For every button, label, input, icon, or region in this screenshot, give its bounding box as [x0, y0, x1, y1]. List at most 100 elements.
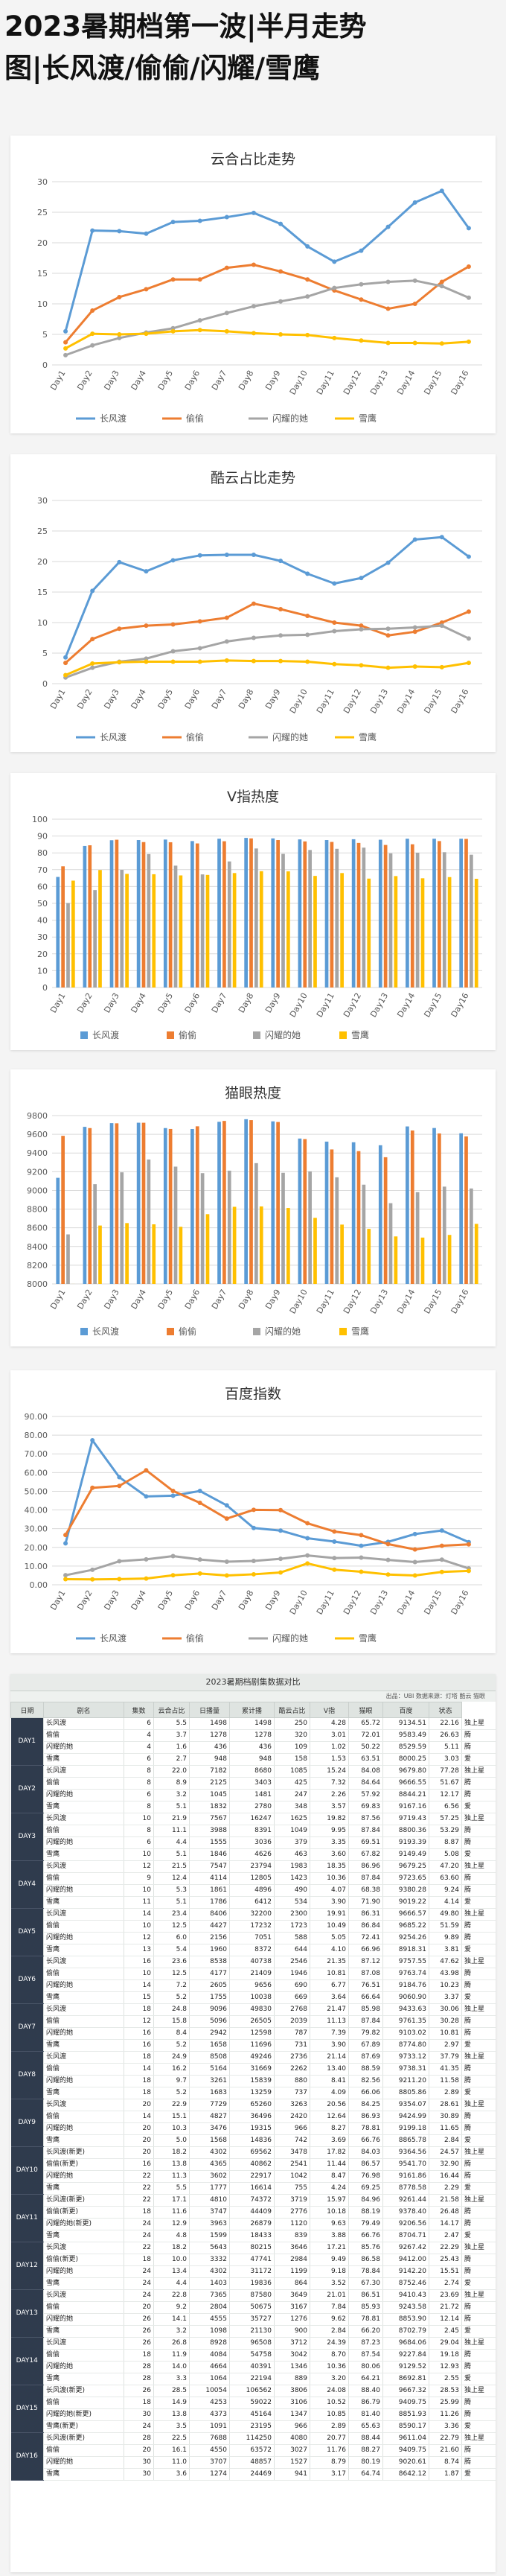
table-cell: 35727 [229, 2313, 275, 2326]
table-cell: 23.4 [153, 1908, 190, 1921]
table-cell: 9412.00 [382, 2254, 429, 2266]
table-cell: 爱 [461, 2277, 496, 2290]
table-cell: 4.24 [310, 2182, 349, 2195]
bar-长风渡 [217, 839, 221, 988]
data-point-闪耀的她 [197, 646, 202, 651]
y-tick-label: 100 [32, 815, 48, 824]
table-cell: 1278 [189, 1729, 230, 1742]
table-cell: 379 [274, 1836, 310, 1849]
table-cell: 3.3 [153, 2373, 190, 2385]
table-cell: 18 [124, 2349, 154, 2362]
table-cell: 6 [124, 1836, 154, 1849]
table-cell: 7051 [229, 1932, 275, 1944]
table-row: 雪鹰(新更) 24 3.5 1091 23195 966 2.89 65.63 8590.17 3… [11, 2420, 496, 2433]
y-tick-label: 9600 [27, 1130, 48, 1139]
table-cell: 4084 [189, 2349, 230, 2362]
data-point-长风渡 [170, 220, 176, 225]
data-point-闪耀的她 [251, 304, 256, 309]
table-cell: 3.88 [310, 2230, 349, 2242]
table-cell: 8.9 [153, 1777, 190, 1790]
table-cell: 13.40 [310, 2063, 349, 2076]
table-cell: 3478 [274, 2146, 310, 2159]
bar-偷偷 [168, 1128, 173, 1284]
data-point-闪耀的她 [224, 639, 229, 644]
table-cell: 11.65 [429, 2122, 462, 2135]
table-cell: 64.21 [348, 2373, 383, 2385]
table-cell: 8 [124, 1777, 154, 1790]
table-cell: 19836 [229, 2277, 275, 2290]
table-cell: 3.36 [429, 2420, 462, 2433]
bar-长风渡 [351, 1142, 356, 1284]
table-row: 闪耀的她 6 4.4 1555 3036 379 3.35 69.51 9193.39 8.87 腾 [11, 1836, 496, 1849]
table-cell: 偷偷 [43, 1920, 124, 1933]
table-cell: 雪鹰 [43, 2230, 124, 2242]
table-cell: 51.59 [429, 1920, 462, 1933]
table-cell: 8 [124, 1801, 154, 1813]
x-tick-label: Day11 [315, 1588, 336, 1616]
table-cell: 348 [274, 1801, 310, 1813]
table-cell: 9020.61 [382, 2456, 429, 2469]
bar-偷偷 [356, 1151, 361, 1284]
table-cell: 86.57 [348, 2158, 383, 2171]
table-cell: 2605 [189, 1979, 230, 1992]
table-cell: 1.02 [310, 1741, 349, 1754]
table-cell: 长风渡 [43, 1765, 124, 1778]
table-body: DAY1 长风渡 6 5.5 1498 1498 250 4.28 65.72 9134.51 22… [10, 1717, 496, 2481]
data-point-偷偷 [385, 633, 391, 638]
table-cell: 26 [124, 2325, 154, 2338]
table-cell: 54758 [229, 2349, 275, 2362]
table-cell: 8752.46 [382, 2277, 429, 2290]
chart-title: 猫眼热度 [225, 1085, 281, 1101]
table-cell: 9.89 [429, 1932, 462, 1944]
table-row: 雪鹰 24 4.8 1599 18433 839 3.88 66.76 8704.71 2.47 爱 [11, 2230, 496, 2242]
table-cell: 闪耀的她 [43, 2361, 124, 2373]
y-tick-label: 0 [42, 360, 48, 370]
table-cell: 腾 [461, 1729, 496, 1742]
table-cell: 14 [124, 2063, 154, 2076]
table-cell: 3747 [189, 2206, 230, 2219]
table-cell: 3.2 [153, 1789, 190, 1801]
table-cell: 1085 [274, 1765, 310, 1778]
table-cell: 8508 [189, 2051, 230, 2064]
data-point-长风渡 [359, 248, 364, 253]
table-cell: 21409 [229, 1968, 275, 1980]
table-cell: 11 [124, 1896, 154, 1909]
table-cell: 9685.22 [382, 1920, 429, 1933]
table-cell: 1098 [189, 2325, 230, 2338]
table-cell: 28 [124, 2432, 154, 2445]
bar-闪耀的她 [362, 1184, 366, 1284]
table-cell: 13.8 [153, 2158, 190, 2171]
y-tick-label: 9800 [27, 1111, 48, 1121]
table-cell: 50.22 [348, 1741, 383, 1754]
table-cell: 7688 [189, 2432, 230, 2445]
table-cell: 1120 [274, 2218, 310, 2230]
table-cell: 20 [124, 2444, 154, 2457]
table-row: 雪鹰 15 5.2 1755 10038 669 3.64 66.64 9060.90 3.37 爱 [11, 1991, 496, 2004]
bar-长风渡 [324, 840, 329, 988]
table-cell: 9364.56 [382, 2146, 429, 2159]
x-tick-label: Day13 [368, 687, 390, 715]
bar-偷偷 [61, 1136, 65, 1284]
bar-偷偷 [383, 1157, 388, 1284]
chart-title: 酷云占比走势 [211, 470, 295, 486]
x-tick-label: Day3 [102, 369, 121, 392]
table-cell: 14 [124, 2111, 154, 2123]
day-cell: DAY11 [10, 2194, 44, 2242]
x-tick-label: Day1 [48, 991, 68, 1014]
table-cell: 26.63 [429, 1729, 462, 1742]
y-tick-label: 9200 [27, 1167, 48, 1177]
x-tick-label: Day2 [75, 1288, 95, 1311]
data-point-雪鹰 [170, 1573, 176, 1578]
y-tick-label: 5 [42, 330, 48, 340]
data-point-闪耀的她 [197, 318, 202, 323]
table-cell: 11.6 [153, 2206, 190, 2219]
table-cell: 雪鹰 [43, 2277, 124, 2290]
table-cell: 63572 [229, 2444, 275, 2457]
table-cell: 独上星 [461, 2432, 496, 2445]
table-cell: 5.2 [153, 2087, 190, 2099]
x-tick-label: Day15 [422, 687, 443, 715]
data-point-雪鹰 [170, 659, 176, 664]
table-cell: 腾 [461, 1789, 496, 1801]
table-cell: 闪耀的她(新更) [43, 2218, 124, 2230]
day-cell: DAY1 [10, 1717, 44, 1766]
